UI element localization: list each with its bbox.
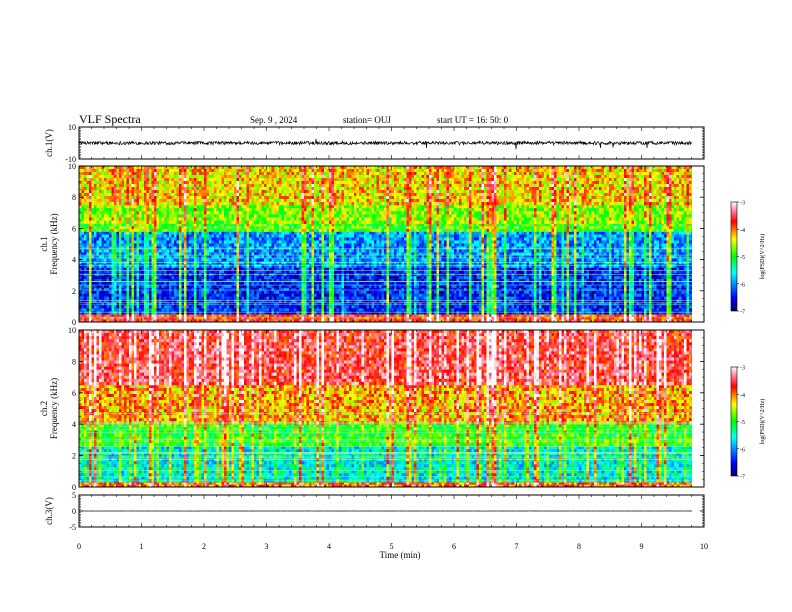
colorbar-tick-label: -3 <box>740 366 745 372</box>
colorbar-tick-label: -7 <box>740 310 745 316</box>
colorbar-tick-label: -3 <box>740 201 745 207</box>
x-tick-label: 3 <box>265 542 269 551</box>
colorbar-label: log(PSD)(V^2/Hz) <box>759 234 766 279</box>
colorbar-tick-label: -6 <box>740 282 745 288</box>
y-axis-label: ch.2Frequency (kHz) <box>39 378 59 439</box>
y-tick-label: 8 <box>72 193 76 202</box>
x-tick-label: 0 <box>77 542 81 551</box>
colorbar-tick-label: -5 <box>740 420 745 426</box>
station-label: station= OUJ <box>343 115 391 125</box>
y-tick-label: 10 <box>68 123 76 132</box>
y-axis-label: ch.1Frequency (kHz) <box>39 213 59 274</box>
y-tick-label: 5 <box>72 491 76 500</box>
y-tick-label: 2 <box>72 452 76 461</box>
colorbar-tick-label: -7 <box>740 475 745 481</box>
colorbar-tick-label: -6 <box>740 447 745 453</box>
colorbar-tick-label: -4 <box>740 228 745 234</box>
x-tick-label: 9 <box>640 542 644 551</box>
y-axis-label: ch.1(V) <box>44 129 54 157</box>
x-tick-label: 2 <box>202 542 206 551</box>
spectrogram-cells <box>79 166 694 322</box>
start-time-label: start UT = 16: 50: 0 <box>437 115 509 125</box>
y-axis-label: ch.3(V) <box>44 497 54 525</box>
ch3-waveform-panel: 5 0 -5 ch.3(V) <box>44 491 704 532</box>
colorbar-gradient <box>731 367 737 476</box>
y-tick-label: -5 <box>69 523 76 532</box>
x-tick-label: 4 <box>327 542 331 551</box>
y-tick-label: 0 <box>72 507 76 516</box>
y-tick-label: 6 <box>72 224 76 233</box>
colorbar-gradient <box>731 202 737 311</box>
y-tick-label: 4 <box>72 420 76 429</box>
y-tick-label: 6 <box>72 389 76 398</box>
ch1-colorbar: -3 -4 -5 -6 -7 log(PSD)(V^2/Hz) <box>731 201 766 316</box>
colorbar-tick-label: -4 <box>740 393 745 399</box>
spectrogram-cells <box>79 330 694 487</box>
y-tick-label: 10 <box>68 162 76 171</box>
figure-title: VLF Spectra <box>79 112 141 126</box>
y-tick-label: 10 <box>68 326 76 335</box>
y-tick-label: 4 <box>72 256 76 265</box>
colorbar-label: log(PSD)(V^2/Hz) <box>759 399 766 444</box>
date-label: Sep. 9 , 2024 <box>250 115 298 125</box>
waveform-trace <box>79 139 692 149</box>
y-tick-label: 8 <box>72 357 76 366</box>
colorbar-tick-label: -5 <box>740 255 745 261</box>
x-tick-label: 6 <box>452 542 456 551</box>
ch2-colorbar: -3 -4 -5 -6 -7 log(PSD)(V^2/Hz) <box>731 366 766 481</box>
x-tick-label: 8 <box>577 542 581 551</box>
x-tick-label: 7 <box>515 542 519 551</box>
y-tick-label: 2 <box>72 287 76 296</box>
x-tick-label: 10 <box>700 542 708 551</box>
x-axis-label: Time (min) <box>380 550 421 560</box>
x-tick-label: 1 <box>140 542 144 551</box>
